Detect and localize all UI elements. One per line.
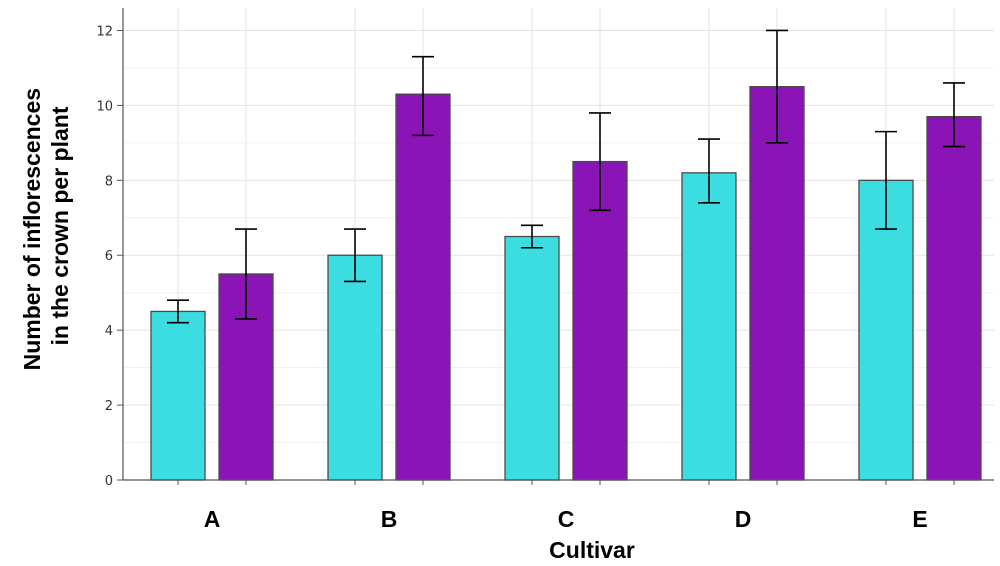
- y-tick-label: 10: [96, 99, 113, 114]
- bar: [572, 160, 628, 481]
- y-axis-title-line-2: in the crown per plant: [47, 106, 73, 345]
- x-category-label: D: [735, 506, 752, 532]
- labels: 0 2 4 6 8 10 12 A B C D E: [96, 24, 927, 532]
- x-category-label: C: [558, 506, 575, 532]
- y-tick-label: 12: [96, 24, 113, 39]
- bar: [858, 179, 914, 481]
- bar: [395, 93, 451, 481]
- y-tick-label: 0: [105, 474, 113, 489]
- y-tick-label: 8: [105, 174, 113, 189]
- bar: [504, 235, 560, 481]
- y-tick-label: 4: [105, 324, 113, 339]
- bar: [327, 254, 383, 481]
- bar: [681, 172, 737, 481]
- y-axis-title: Number of inflorescences in the crown pe…: [19, 82, 73, 371]
- bar: [749, 86, 805, 481]
- y-tick-label: 2: [105, 399, 113, 414]
- x-axis-title: Cultivar: [549, 537, 635, 563]
- x-category-label: B: [381, 506, 398, 532]
- x-category-label: A: [204, 506, 221, 532]
- bars: [150, 86, 982, 481]
- x-category-label: E: [912, 506, 927, 532]
- bar: [150, 310, 206, 481]
- y-tick-label: 6: [105, 249, 113, 264]
- axes: [117, 8, 994, 485]
- y-axis-title-line-1: Number of inflorescences: [19, 88, 45, 370]
- error-bars: [167, 29, 965, 324]
- bar: [926, 115, 982, 481]
